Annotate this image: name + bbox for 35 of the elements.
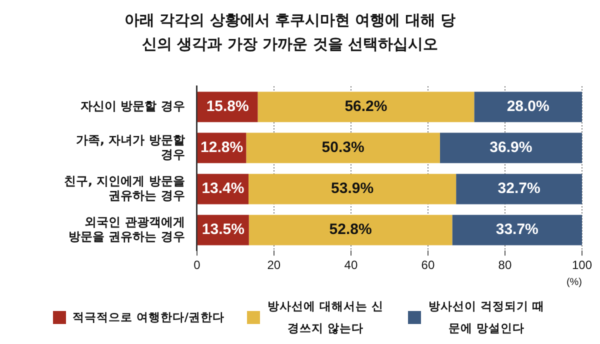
x-tick-label: 80	[498, 258, 512, 272]
bar	[456, 174, 582, 204]
bar	[452, 214, 582, 246]
bar	[248, 214, 452, 246]
data-label: 12.8%	[200, 139, 244, 156]
bar	[258, 92, 474, 122]
x-tick-label: 60	[421, 258, 435, 272]
data-label: 32.7%	[498, 180, 540, 198]
data-label: 13.4%	[202, 180, 244, 198]
data-label: 52.8%	[329, 221, 372, 238]
data-label: 50.3%	[322, 139, 364, 156]
data-label: 53.9%	[331, 180, 374, 198]
x-tick-label: 0	[194, 258, 201, 272]
data-label: 13.5%	[202, 221, 244, 238]
x-axis-title: (%)	[566, 276, 582, 288]
legend-label: 방사선에 대해서는 신경쓰지 않는다	[266, 298, 385, 337]
bar	[440, 132, 582, 164]
y-tick-label: 친구, 지인에게 방문을 권유하는 경우	[64, 174, 185, 202]
data-label: 36.9%	[490, 139, 532, 156]
legend-label: 적극적으로 여행한다/권한다	[72, 309, 225, 326]
x-tick-label: 40	[344, 258, 358, 272]
chart-title: 아래 각각의 상황에서 후쿠시마현 여행에 대해 당신의 생각과 가장 가까운 것을 선택하십시오	[123, 10, 457, 55]
y-tick-label: 외국인 관광객에게 방문을 권유하는 경우	[68, 215, 185, 244]
bar	[246, 132, 440, 164]
data-label: 28.0%	[506, 98, 550, 116]
data-label: 56.2%	[344, 98, 388, 116]
bar	[248, 174, 456, 204]
data-label: 33.7%	[496, 221, 538, 238]
x-tick-label: 20	[267, 258, 281, 272]
data-label: 15.8%	[206, 98, 249, 116]
y-tick-label: 가족, 자녀가 방문할 경우	[76, 132, 185, 162]
legend-label: 방사선이 걱정되기 때문에 망설인다	[428, 298, 546, 337]
y-tick-label: 자신이 방문할 경우	[80, 99, 185, 114]
bar	[474, 92, 582, 122]
x-tick-label: 100	[572, 258, 592, 272]
